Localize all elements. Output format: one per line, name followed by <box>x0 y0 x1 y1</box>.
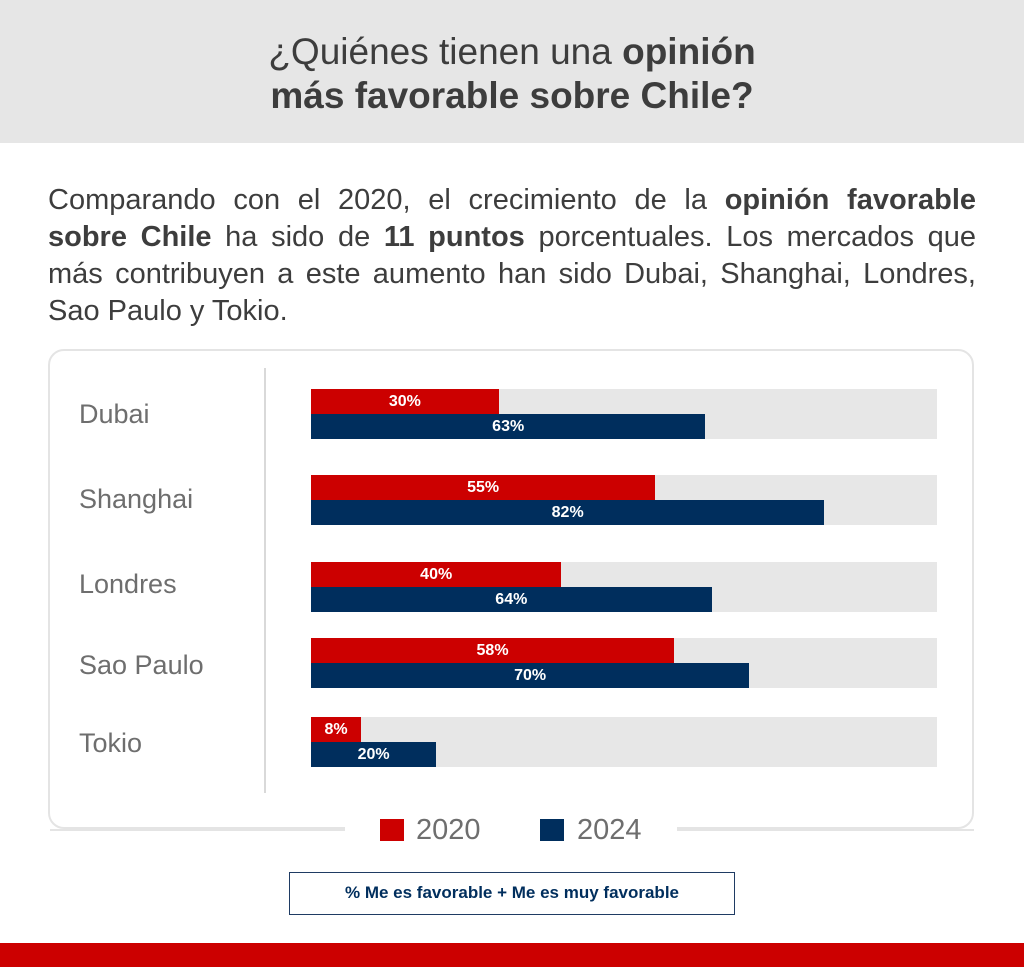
header-band <box>0 0 1024 143</box>
category-label: Londres <box>79 569 177 599</box>
data-label-2020: 8% <box>324 721 348 738</box>
chart-divider <box>264 368 266 793</box>
legend-swatch-2020 <box>380 819 404 841</box>
intro-paragraph: Comparando con el 2020, el crecimiento d… <box>48 182 976 330</box>
bar-track <box>311 717 937 742</box>
data-label-2020: 55% <box>467 479 500 496</box>
legend-label-2020: 2020 <box>416 814 481 846</box>
data-label-2020: 30% <box>388 393 421 410</box>
bar-2024 <box>311 414 706 439</box>
data-label-2024: 82% <box>551 504 584 521</box>
legend-line-left <box>50 829 345 831</box>
data-label-2024: 70% <box>514 667 547 684</box>
intro-bold-1: opinión favorable sobre Chile <box>48 184 976 253</box>
bar-2024 <box>311 663 750 688</box>
intro-text-3: porcentuales. Los mercados que más contr… <box>48 221 976 327</box>
footer-band <box>0 943 1024 967</box>
data-label-2020: 58% <box>476 642 509 659</box>
legend-swatch-2024 <box>540 819 564 841</box>
data-label-2020: 40% <box>420 566 453 583</box>
bar-2020 <box>311 389 499 414</box>
bar-2020 <box>311 717 362 742</box>
data-label-2024: 63% <box>492 418 525 435</box>
title-line2-bold: más favorable sobre Chile? <box>270 75 754 116</box>
bar-2024 <box>311 742 437 767</box>
legend-label-2024: 2024 <box>577 814 642 846</box>
data-label-2024: 20% <box>357 746 390 763</box>
intro-bold-2: 11 puntos <box>383 221 525 253</box>
category-label: Shanghai <box>79 484 194 514</box>
title-line1-text: ¿Quiénes tienen una <box>268 31 623 72</box>
bar-2024 <box>311 587 712 612</box>
title-line1-bold: opinión <box>622 31 756 72</box>
legend-line-right <box>677 829 974 831</box>
bar-2024 <box>311 500 825 525</box>
category-label: Sao Paulo <box>79 650 204 680</box>
note-box: % Me es favorable + Me es muy favorable <box>289 872 735 915</box>
intro-text-2: ha sido de <box>211 221 384 253</box>
bar-2020 <box>311 638 675 663</box>
bar-2020 <box>311 475 656 500</box>
intro-text-1: Comparando con el 2020, el crecimiento d… <box>48 184 725 216</box>
category-label: Dubai <box>79 399 150 429</box>
bar-2020 <box>311 562 562 587</box>
data-label-2024: 64% <box>495 591 528 608</box>
page-title: ¿Quiénes tienen una opinión más favorabl… <box>0 30 1024 118</box>
category-label: Tokio <box>79 728 143 758</box>
